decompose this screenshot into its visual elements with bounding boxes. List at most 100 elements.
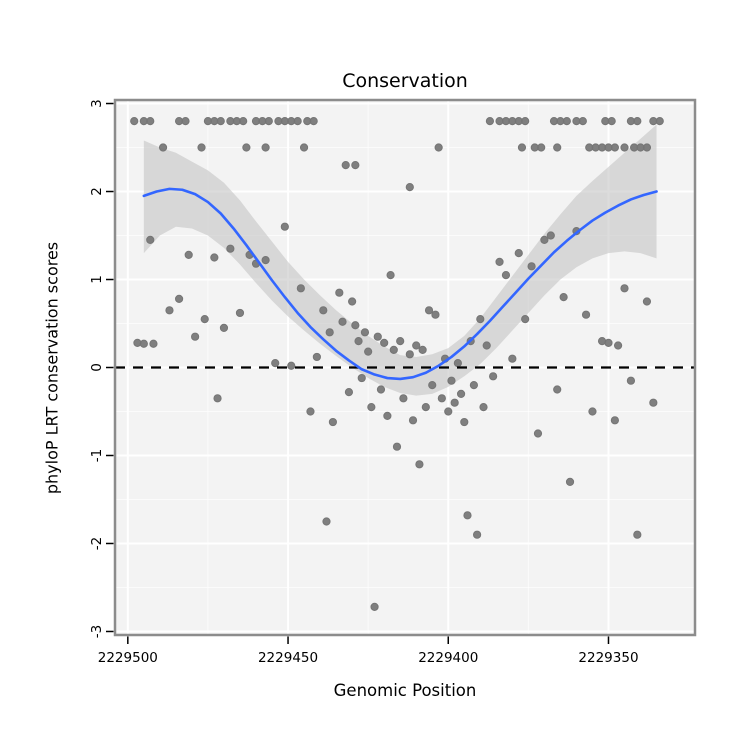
data-point	[335, 288, 344, 297]
panel-border	[113, 98, 697, 637]
data-point	[610, 416, 619, 425]
data-point	[521, 315, 530, 324]
data-point	[607, 117, 616, 126]
data-point	[508, 354, 517, 363]
chart-title: Conservation	[342, 70, 468, 92]
data-point	[309, 117, 318, 126]
data-point	[370, 602, 379, 611]
data-point	[380, 338, 389, 347]
data-point	[219, 323, 229, 333]
x-tick-label: 2229450	[258, 650, 318, 666]
data-point	[312, 352, 321, 362]
data-point	[197, 143, 206, 152]
data-point	[428, 380, 437, 390]
data-point	[588, 407, 597, 416]
data-point	[418, 345, 427, 355]
data-point	[553, 385, 562, 394]
data-point	[460, 417, 469, 427]
data-point	[501, 271, 511, 280]
data-point	[472, 530, 482, 539]
data-point	[434, 143, 443, 152]
data-point	[479, 402, 488, 412]
data-point	[604, 338, 613, 347]
data-point	[533, 429, 543, 438]
data-point	[146, 235, 155, 245]
data-point	[553, 143, 562, 152]
data-point	[610, 143, 619, 152]
data-point	[376, 385, 386, 394]
data-point	[626, 376, 636, 385]
data-point	[408, 416, 418, 425]
data-point	[296, 284, 305, 293]
data-point	[360, 328, 370, 337]
data-point	[351, 321, 360, 330]
data-point	[181, 117, 190, 126]
data-point	[450, 398, 459, 407]
data-point	[546, 231, 555, 240]
data-point	[235, 308, 245, 318]
data-point	[165, 306, 174, 315]
data-point	[456, 389, 466, 398]
data-point	[319, 306, 328, 315]
data-point	[280, 222, 289, 231]
data-point	[633, 530, 642, 539]
y-tick-label: -2	[89, 537, 105, 550]
data-point	[213, 394, 222, 403]
data-point	[565, 477, 575, 486]
data-point	[242, 143, 251, 152]
y-tick-label: -3	[89, 625, 105, 638]
data-point	[287, 361, 296, 370]
data-point	[322, 517, 331, 526]
data-point	[613, 341, 623, 350]
data-point	[578, 117, 587, 126]
data-point	[447, 376, 456, 385]
data-point	[424, 306, 434, 315]
y-tick-label: 1	[89, 275, 105, 284]
y-tick-label: -1	[89, 449, 105, 462]
data-point	[261, 143, 270, 152]
data-point	[344, 388, 354, 397]
data-point	[399, 394, 408, 403]
data-point	[191, 332, 200, 341]
data-point	[405, 183, 414, 192]
data-point	[655, 117, 664, 126]
data-point	[216, 117, 225, 126]
data-point	[412, 341, 421, 350]
data-point	[537, 143, 546, 152]
x-tick-label: 2229350	[578, 650, 638, 666]
data-point	[271, 359, 280, 368]
data-point	[489, 372, 498, 381]
data-point	[642, 297, 652, 306]
data-point	[226, 244, 235, 253]
data-point	[620, 143, 629, 152]
data-point	[264, 117, 273, 126]
data-point	[328, 417, 338, 427]
data-point	[139, 339, 148, 348]
data-point	[184, 250, 193, 259]
data-point	[325, 328, 334, 337]
data-point	[149, 339, 158, 348]
data-point	[351, 161, 360, 170]
data-point	[130, 117, 139, 126]
data-point	[239, 117, 248, 126]
data-point	[437, 394, 446, 403]
data-point	[367, 402, 376, 412]
data-point	[540, 235, 549, 245]
x-tick-label: 2229500	[98, 650, 158, 666]
data-point	[389, 345, 398, 355]
data-point	[495, 257, 504, 267]
data-point	[341, 161, 350, 170]
data-point	[386, 271, 395, 280]
data-point	[620, 284, 629, 293]
confidence-band	[143, 124, 657, 396]
data-point	[444, 407, 453, 416]
data-point	[514, 249, 523, 258]
data-point	[158, 143, 168, 152]
data-point	[527, 262, 536, 271]
data-point	[463, 511, 472, 520]
data-point	[559, 293, 568, 302]
data-point	[562, 117, 571, 126]
data-point	[482, 341, 491, 350]
data-point	[357, 373, 366, 383]
